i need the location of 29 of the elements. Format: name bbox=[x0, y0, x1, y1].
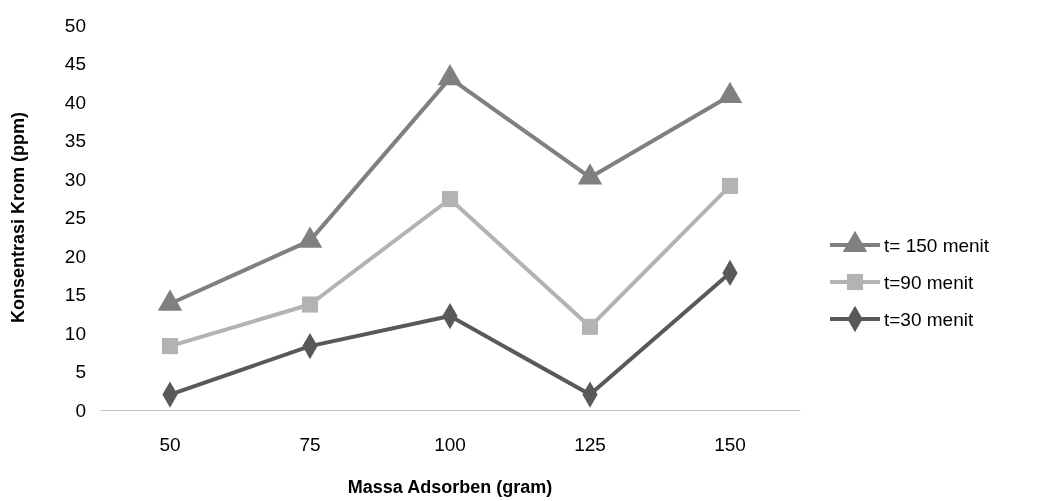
y-tick-label: 50 bbox=[64, 14, 86, 36]
x-tick-label: 75 bbox=[299, 434, 321, 456]
y-tick-label: 40 bbox=[64, 91, 86, 113]
legend-label: t=90 menit bbox=[884, 272, 974, 293]
point bbox=[437, 63, 463, 86]
x-tick-label: 100 bbox=[434, 434, 466, 456]
point bbox=[301, 296, 319, 313]
point bbox=[161, 338, 179, 355]
y-tick-label: 0 bbox=[75, 399, 86, 421]
y-tick-label: 45 bbox=[64, 53, 86, 75]
y-tick-label: 5 bbox=[75, 361, 86, 383]
point bbox=[581, 318, 599, 335]
y-tick-label: 20 bbox=[64, 245, 86, 267]
x-tick-label: 150 bbox=[714, 434, 746, 456]
y-tick-label: 25 bbox=[64, 207, 86, 229]
y-tick-label: 15 bbox=[64, 284, 86, 306]
point bbox=[577, 163, 603, 185]
point bbox=[717, 81, 743, 103]
point bbox=[721, 177, 739, 194]
y-tick-label: 35 bbox=[64, 130, 86, 152]
legend-label: t= 150 menit bbox=[884, 235, 990, 256]
y-tick-label: 30 bbox=[64, 168, 86, 190]
legend-label: t=30 menit bbox=[884, 309, 974, 330]
x-tick-label: 125 bbox=[574, 434, 606, 456]
y-tick-label: 10 bbox=[64, 322, 86, 344]
x-tick-label: 50 bbox=[159, 434, 181, 456]
point bbox=[441, 190, 459, 208]
x-axis-title: Massa Adsorben (gram) bbox=[347, 477, 553, 497]
y-axis-title: Konsentrasi Krom (ppm) bbox=[8, 111, 28, 324]
